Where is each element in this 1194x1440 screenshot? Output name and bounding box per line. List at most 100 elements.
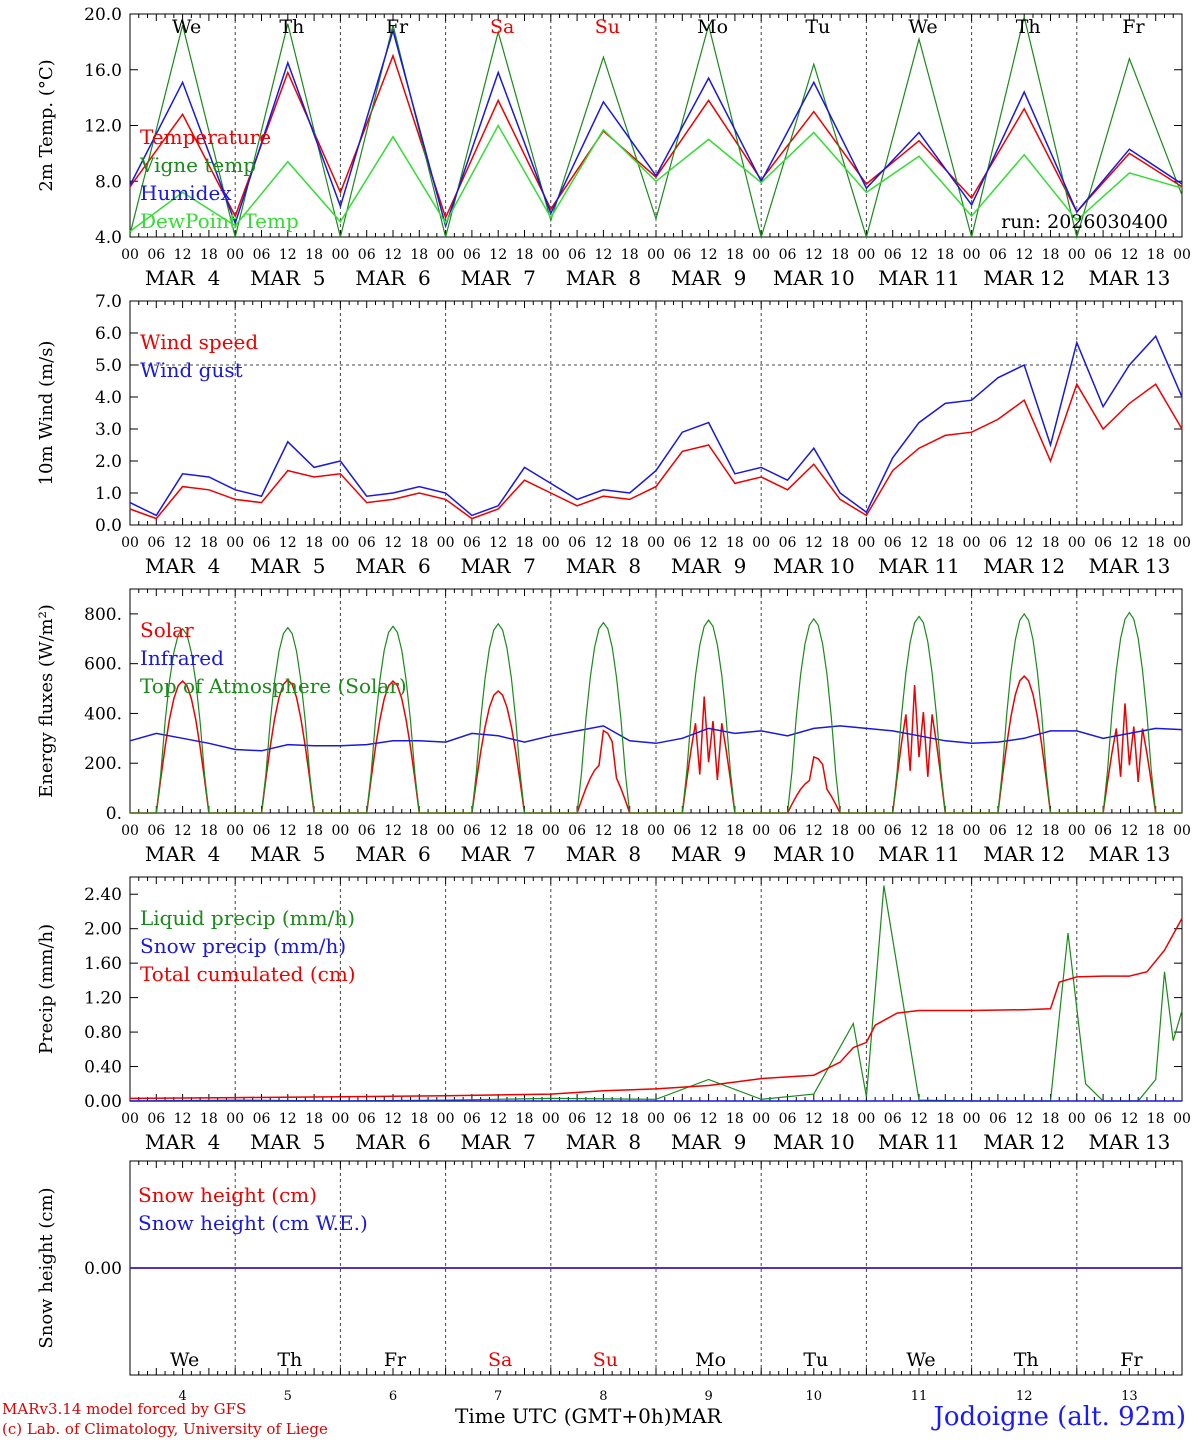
y-tick-label: 800. bbox=[84, 605, 122, 625]
hour-tick-label: 12 bbox=[1120, 535, 1138, 551]
y-tick-label: 4.0 bbox=[95, 228, 122, 248]
series-line-top-of-atmosphere-solar- bbox=[130, 611, 1182, 814]
hour-tick-label: 06 bbox=[779, 823, 797, 839]
hour-tick-label: 18 bbox=[831, 247, 849, 263]
hour-tick-label: 18 bbox=[200, 247, 218, 263]
hour-tick-label: 06 bbox=[568, 823, 586, 839]
hour-tick-label: 12 bbox=[700, 823, 718, 839]
date-label: MAR 6 bbox=[355, 1130, 430, 1154]
hour-tick-label: 12 bbox=[384, 535, 402, 551]
hour-tick-label: 06 bbox=[989, 1111, 1007, 1127]
date-label: MAR 11 bbox=[878, 1130, 960, 1154]
y-axis-label: Energy fluxes (W/m²) bbox=[36, 604, 57, 798]
legend-entry: DewPoint Temp bbox=[140, 209, 299, 233]
hour-tick-label: 00 bbox=[1173, 247, 1191, 263]
date-label: MAR 13 bbox=[1089, 1130, 1171, 1154]
panel-frame-wind bbox=[129, 300, 1183, 526]
date-label: MAR 13 bbox=[1089, 266, 1171, 290]
date-label: MAR 10 bbox=[773, 842, 855, 866]
y-tick-label: 0.80 bbox=[84, 1023, 122, 1043]
y-tick-label: 1.60 bbox=[84, 954, 122, 974]
hour-tick-label: 06 bbox=[779, 1111, 797, 1127]
series-line-total-cumulated-cm- bbox=[129, 918, 1183, 1100]
hour-tick-label: 00 bbox=[437, 535, 455, 551]
hour-tick-label: 12 bbox=[1120, 1111, 1138, 1127]
hour-tick-label: 06 bbox=[673, 247, 691, 263]
hour-tick-label: 00 bbox=[857, 535, 875, 551]
hour-tick-label: 06 bbox=[1094, 535, 1112, 551]
hour-tick-label: 12 bbox=[805, 535, 823, 551]
date-label: MAR 4 bbox=[145, 842, 220, 866]
hour-tick-label: 00 bbox=[226, 1111, 244, 1127]
hour-tick-label: 12 bbox=[805, 823, 823, 839]
date-label: MAR 7 bbox=[460, 554, 535, 578]
y-axis-label: 2m Temp. (°C) bbox=[36, 59, 57, 191]
date-label: MAR 9 bbox=[671, 842, 746, 866]
weekday-label-top: Th bbox=[1016, 16, 1041, 38]
hour-tick-label: 12 bbox=[174, 823, 192, 839]
series-line-infrared bbox=[129, 725, 1183, 752]
date-label: MAR 5 bbox=[250, 554, 325, 578]
hour-tick-label: 18 bbox=[516, 535, 534, 551]
hour-tick-label: 18 bbox=[831, 1111, 849, 1127]
weekday-label-bottom: Mo bbox=[695, 1349, 726, 1371]
hour-tick-label: 00 bbox=[226, 823, 244, 839]
weekday-label-top: Su bbox=[595, 16, 620, 38]
y-tick-label: 16.0 bbox=[84, 61, 122, 81]
date-label: MAR 10 bbox=[773, 1130, 855, 1154]
hour-tick-label: 00 bbox=[963, 247, 981, 263]
hour-tick-label: 12 bbox=[384, 1111, 402, 1127]
hour-tick-label: 18 bbox=[621, 823, 639, 839]
weekday-label-top: Mo bbox=[697, 16, 728, 38]
hour-tick-label: 18 bbox=[621, 535, 639, 551]
weekday-label-top: Fr bbox=[1122, 16, 1145, 38]
hour-tick-label: 00 bbox=[542, 247, 560, 263]
hour-tick-label: 06 bbox=[884, 247, 902, 263]
series-line-liquid-precip-mm-h- bbox=[129, 885, 1183, 1102]
hour-tick-label: 12 bbox=[910, 247, 928, 263]
hour-tick-label: 18 bbox=[410, 823, 428, 839]
hour-tick-label: 12 bbox=[1015, 1111, 1033, 1127]
hour-tick-label: 18 bbox=[200, 1111, 218, 1127]
date-label: MAR 4 bbox=[145, 554, 220, 578]
hour-tick-label: 00 bbox=[121, 823, 139, 839]
series-line-vigne-temp bbox=[129, 16, 1183, 240]
weekday-label-top: We bbox=[172, 16, 201, 38]
date-label: MAR 12 bbox=[983, 266, 1065, 290]
hour-tick-label: 18 bbox=[1042, 535, 1060, 551]
date-label: MAR 13 bbox=[1089, 554, 1171, 578]
hour-tick-label: 18 bbox=[1042, 1111, 1060, 1127]
y-tick-label: 0.00 bbox=[84, 1259, 122, 1279]
date-label: MAR 6 bbox=[355, 266, 430, 290]
hour-tick-label: 00 bbox=[647, 247, 665, 263]
y-tick-label: 8.0 bbox=[95, 172, 122, 192]
date-label: MAR 5 bbox=[250, 1130, 325, 1154]
legend-entry: Snow height (cm W.E.) bbox=[138, 1211, 368, 1235]
hour-tick-label: 18 bbox=[305, 823, 323, 839]
weekday-label-bottom: We bbox=[906, 1349, 935, 1371]
hour-tick-label: 00 bbox=[752, 535, 770, 551]
legend-entry: Snow height (cm) bbox=[138, 1183, 317, 1207]
hour-tick-label: 12 bbox=[279, 535, 297, 551]
hour-tick-label: 12 bbox=[174, 1111, 192, 1127]
hour-tick-label: 12 bbox=[489, 1111, 507, 1127]
date-label: MAR 9 bbox=[671, 554, 746, 578]
hour-tick-label: 00 bbox=[1173, 823, 1191, 839]
hour-tick-label: 18 bbox=[200, 535, 218, 551]
hour-tick-label: 06 bbox=[673, 1111, 691, 1127]
hour-tick-label: 12 bbox=[489, 247, 507, 263]
date-label: MAR 10 bbox=[773, 554, 855, 578]
y-tick-label: 12.0 bbox=[84, 117, 122, 137]
hour-tick-label: 00 bbox=[331, 535, 349, 551]
hour-tick-label: 12 bbox=[384, 823, 402, 839]
panel-frame-energy bbox=[129, 588, 1183, 814]
hour-tick-label: 06 bbox=[147, 247, 165, 263]
hour-tick-label: 00 bbox=[857, 247, 875, 263]
hour-tick-label: 18 bbox=[726, 535, 744, 551]
hour-tick-label: 12 bbox=[910, 1111, 928, 1127]
hour-tick-label: 12 bbox=[279, 1111, 297, 1127]
hour-tick-label: 12 bbox=[279, 247, 297, 263]
hour-tick-label: 06 bbox=[884, 823, 902, 839]
hour-tick-label: 06 bbox=[463, 1111, 481, 1127]
hour-tick-label: 00 bbox=[331, 247, 349, 263]
